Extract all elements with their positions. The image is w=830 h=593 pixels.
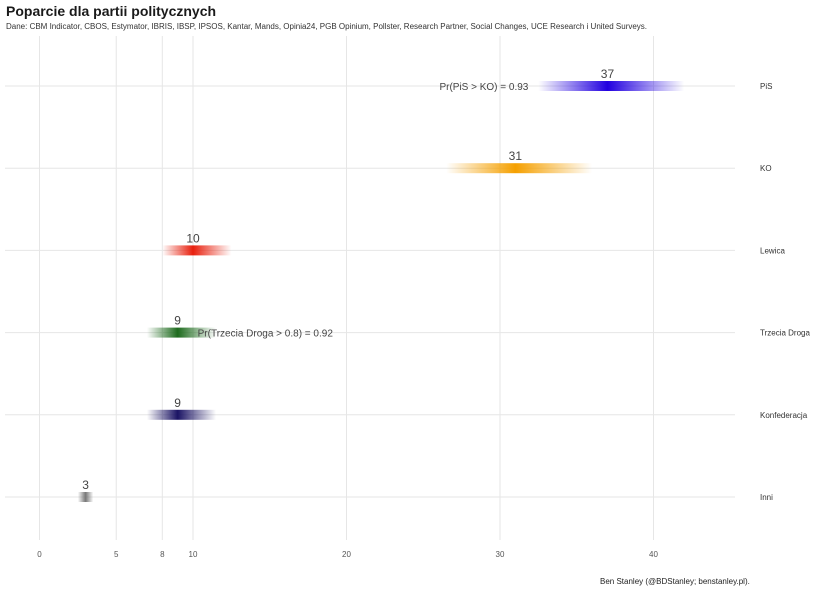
value-label: 10 bbox=[186, 231, 200, 245]
value-label: 9 bbox=[174, 314, 181, 328]
interval-bar-trzecia-droga bbox=[146, 327, 217, 338]
interval-bar-ko bbox=[446, 163, 593, 174]
value-label: 37 bbox=[601, 67, 615, 81]
intervals bbox=[77, 81, 685, 502]
party-label: Inni bbox=[760, 493, 773, 502]
interval-bar-konfederacja bbox=[146, 409, 217, 420]
party-label: Lewica bbox=[760, 246, 785, 255]
labels: 0 5 8 10 20 30 40 37 PiS 31 KO 10 Lewica 9 Trzecia Dro… bbox=[37, 67, 810, 559]
party-label: Trzecia Droga bbox=[760, 329, 810, 338]
chart-title: Poparcie dla partii politycznych bbox=[6, 3, 217, 19]
x-tick-label: 20 bbox=[342, 550, 351, 559]
probability-annotation: Pr(Trzecia Droga > 0.8) = 0.92 bbox=[198, 329, 334, 340]
x-tick-label: 10 bbox=[189, 550, 198, 559]
x-tick-label: 0 bbox=[37, 550, 42, 559]
value-label: 9 bbox=[174, 396, 181, 410]
party-label: Konfederacja bbox=[760, 411, 808, 420]
party-label: KO bbox=[760, 164, 772, 173]
value-label: 3 bbox=[82, 478, 89, 492]
chart-subtitle: Dane: CBM Indicator, CBOS, Estymator, IB… bbox=[6, 22, 648, 31]
x-tick-label: 5 bbox=[114, 550, 119, 559]
probability-annotation: Pr(PiS > KO) = 0.93 bbox=[439, 82, 528, 93]
x-tick-label: 8 bbox=[160, 550, 165, 559]
interval-bar-pis bbox=[538, 81, 685, 91]
x-tick-label: 40 bbox=[649, 550, 658, 559]
party-label: PiS bbox=[760, 82, 772, 91]
x-tick-label: 30 bbox=[496, 550, 505, 559]
interval-bar-lewica bbox=[162, 245, 232, 256]
chart-caption: Ben Stanley (@BDStanley; benstanley.pl). bbox=[600, 577, 750, 586]
value-label: 31 bbox=[509, 149, 523, 163]
interval-bar-inni bbox=[77, 492, 94, 502]
grid bbox=[5, 36, 735, 540]
